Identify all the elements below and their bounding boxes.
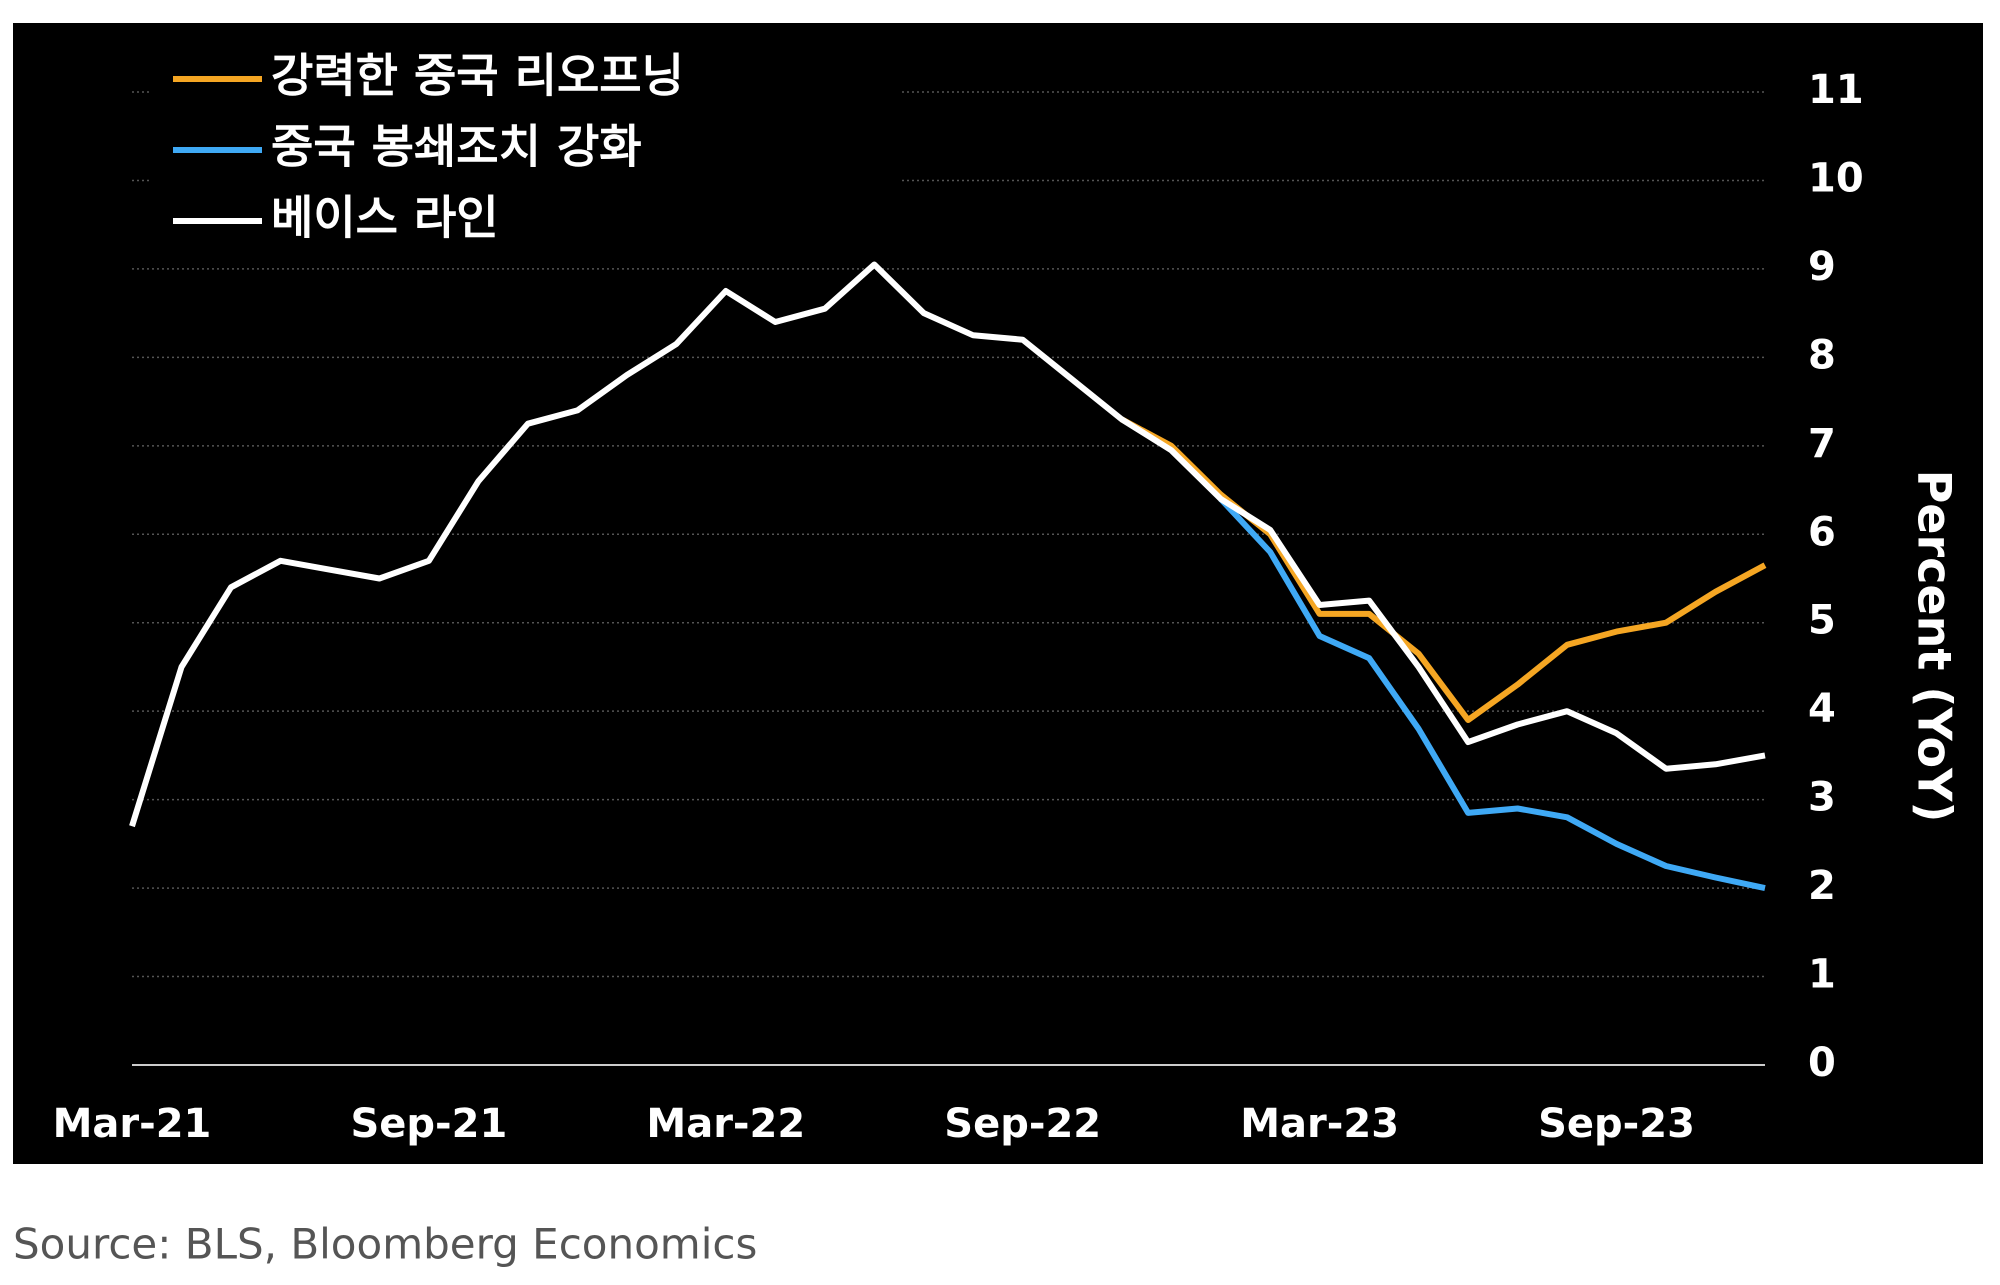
y-tick-label: 10 (1808, 155, 1864, 201)
x-tick-label: Sep-23 (1538, 1101, 1695, 1147)
legend-background (150, 40, 900, 260)
legend-label: 베이스 라인 (271, 191, 499, 245)
x-tick-label: Sep-22 (944, 1101, 1101, 1147)
legend-label: 중국 봉쇄조치 강화 (271, 120, 642, 174)
y-tick-label: 6 (1808, 509, 1836, 555)
legend-label: 강력한 중국 리오프닝 (271, 49, 684, 103)
x-tick-label: Mar-23 (1240, 1101, 1399, 1147)
y-tick-label: 2 (1808, 863, 1836, 909)
y-tick-label: 0 (1808, 1040, 1836, 1086)
y-tick-label: 7 (1808, 421, 1836, 467)
y-tick-label: 9 (1808, 244, 1836, 290)
x-tick-label: Mar-21 (53, 1101, 212, 1147)
y-axis-label: Percent (YoY) (1908, 470, 1962, 823)
y-tick-label: 11 (1808, 67, 1864, 113)
y-tick-label: 4 (1808, 686, 1836, 732)
x-tick-label: Mar-22 (646, 1101, 805, 1147)
x-tick-label: Sep-21 (350, 1101, 507, 1147)
y-tick-label: 3 (1808, 775, 1836, 821)
y-tick-label: 8 (1808, 332, 1836, 378)
y-tick-label: 5 (1808, 598, 1836, 644)
series-line (129, 261, 1766, 828)
y-tick-label: 1 (1808, 952, 1836, 998)
series-line (1218, 496, 1766, 892)
source-note: Source: BLS, Bloomberg Economics (13, 1220, 757, 1269)
